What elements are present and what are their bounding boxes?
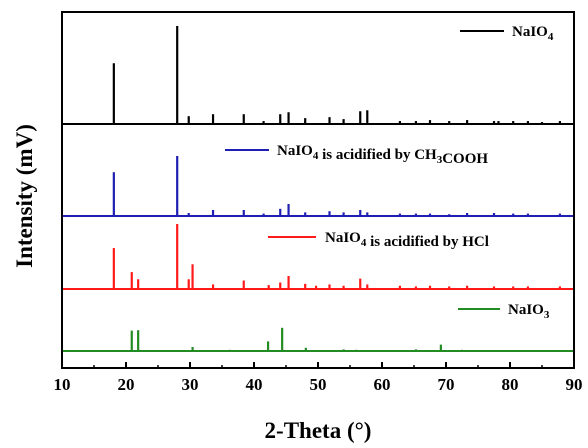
legend-text-part: NaIO <box>325 230 361 246</box>
plot-frame <box>61 11 575 369</box>
legend-subscript: 3 <box>544 309 550 321</box>
axes-layer: 10 20 30 40 50 60 70 80 90 <box>54 11 583 394</box>
legend-label: NaIO4 is acidified by CH3COOH <box>277 143 488 167</box>
legend-subscript: 4 <box>361 237 367 249</box>
series-3 <box>62 327 574 352</box>
x-tick-label: 10 <box>54 375 71 394</box>
legend-item-0: NaIO4 <box>460 24 554 43</box>
x-tick-label: 20 <box>118 375 135 394</box>
x-tick-label: 70 <box>438 375 455 394</box>
x-tick-label: 40 <box>246 375 263 394</box>
legend-item-2: NaIO4 is acidified by HCl <box>268 230 489 250</box>
x-tick-label: 90 <box>566 375 583 394</box>
legend-label: NaIO4 <box>512 24 554 43</box>
legend-subscript: 3 <box>437 154 443 166</box>
legend-label: NaIO3 <box>508 302 550 321</box>
legend-item-3: NaIO3 <box>458 302 550 321</box>
legend-text-part: NaIO <box>508 302 544 318</box>
series-1 <box>62 156 574 217</box>
legend-text-part: COOH <box>442 151 488 167</box>
x-tick-label: 30 <box>182 375 199 394</box>
legend-label: NaIO4 is acidified by HCl <box>325 230 489 250</box>
series-2 <box>62 224 574 290</box>
traces-layer <box>62 26 574 352</box>
series-0 <box>62 26 574 125</box>
legend-text-part: NaIO <box>512 24 548 40</box>
x-tick-label: 80 <box>502 375 519 394</box>
legend-subscript: 4 <box>548 31 554 43</box>
legend-text-part: is acidified by HCl <box>366 234 489 250</box>
legend-subscript: 4 <box>313 150 319 162</box>
legend-text-part: is acidified by CH <box>318 147 437 163</box>
x-tick-label: 60 <box>374 375 391 394</box>
y-axis-title: Intensity (mV) <box>12 124 37 268</box>
legend-text-part: NaIO <box>277 143 313 159</box>
x-tick-label: 50 <box>310 375 327 394</box>
legend-item-1: NaIO4 is acidified by CH3COOH <box>225 143 488 167</box>
x-axis-title: 2-Theta (°) <box>265 418 372 443</box>
